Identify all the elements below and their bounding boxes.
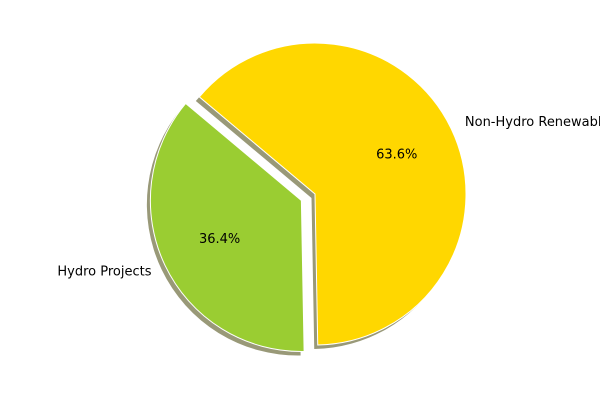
slice-hydro-projects	[149, 102, 305, 352]
slice-non-hydro-renewables	[198, 42, 467, 346]
slice-percent-non-hydro-renewables: 63.6%	[376, 147, 417, 162]
slice-percent-hydro-projects: 36.4%	[199, 232, 240, 247]
slice-wedges	[149, 42, 467, 352]
slice-labels: Hydro Projects 36.4% Non-Hydro Renewables 6…	[57, 115, 600, 280]
slice-label-non-hydro-renewables: Non-Hydro Renewables	[465, 115, 600, 130]
slice-label-hydro-projects: Hydro Projects	[57, 265, 151, 280]
